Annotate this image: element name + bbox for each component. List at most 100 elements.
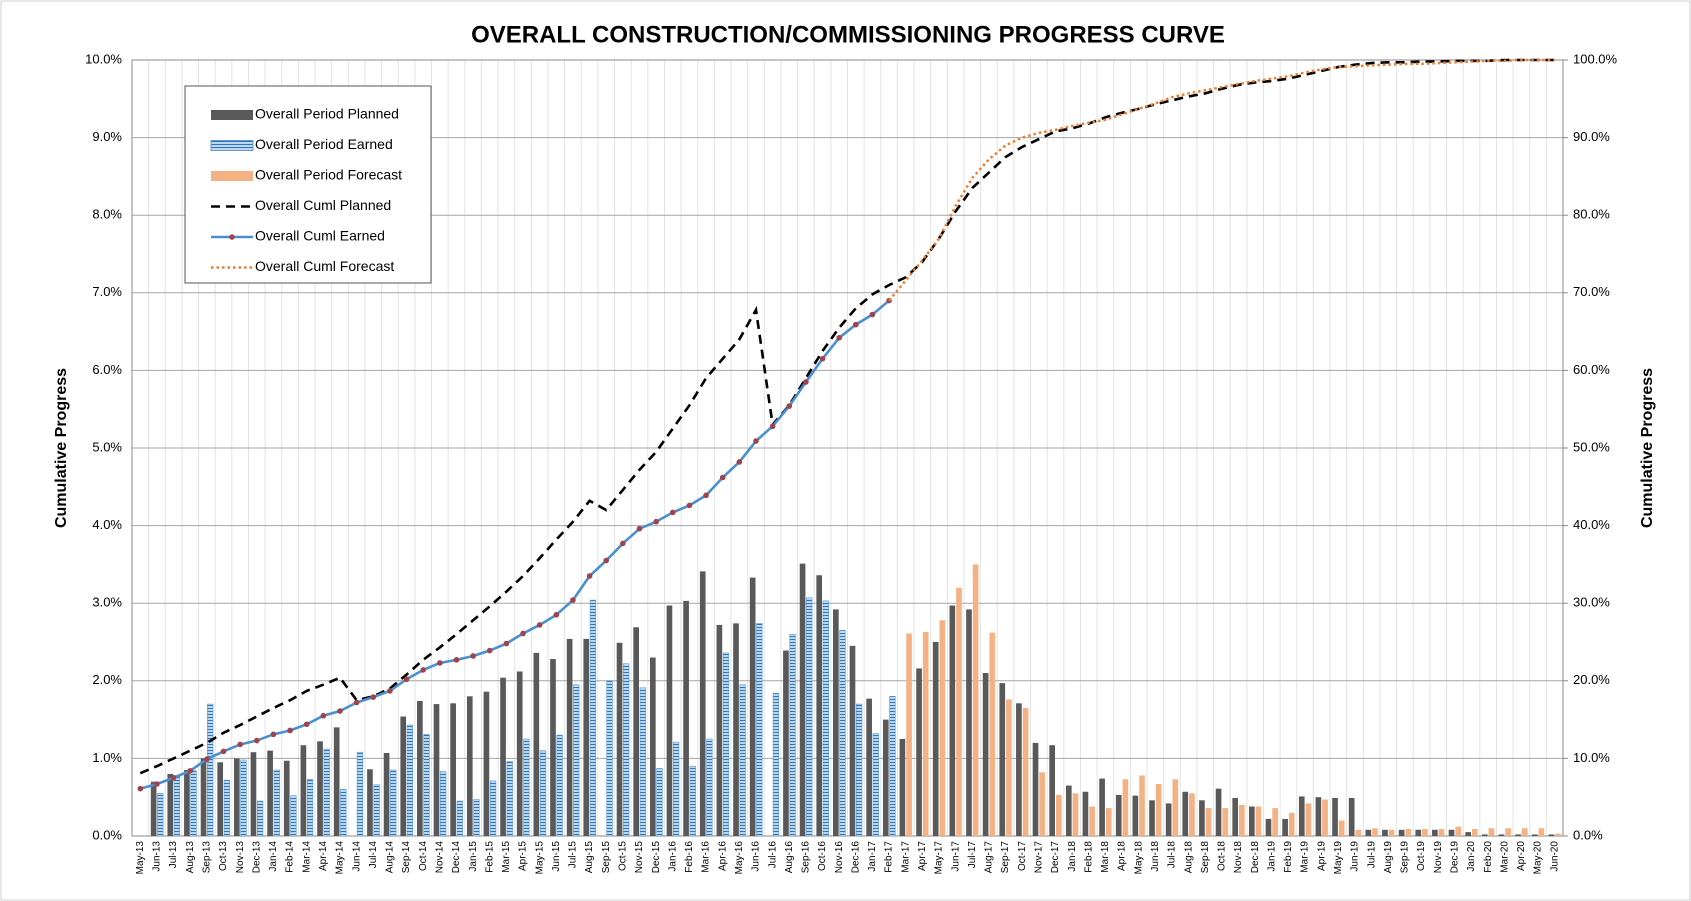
bar (699, 571, 706, 836)
x-tick-label: Aug-17 (984, 841, 995, 874)
x-tick-label: Jun-18 (1150, 841, 1161, 872)
bar (1089, 806, 1095, 836)
x-tick-label: Feb-18 (1083, 841, 1094, 873)
legend-marker (229, 234, 235, 240)
x-tick-label: May-14 (335, 841, 346, 875)
bar (956, 587, 962, 836)
line-marker (403, 676, 410, 683)
bar (333, 727, 340, 836)
legend-label: Overall Cuml Planned (255, 197, 391, 213)
x-tick-label: Feb-15 (484, 841, 495, 873)
x-tick-label: Dec-19 (1449, 841, 1460, 874)
bar (633, 627, 640, 836)
x-tick-label: Aug-13 (185, 841, 196, 874)
bar (1272, 808, 1278, 836)
bar (1305, 803, 1312, 836)
line-marker (470, 653, 476, 659)
line-marker (137, 785, 144, 792)
bar (1288, 812, 1295, 836)
line-marker (753, 438, 759, 444)
bar (367, 769, 373, 836)
line-marker (719, 474, 726, 481)
bar (639, 687, 646, 837)
bar (223, 779, 230, 837)
bar (466, 696, 473, 836)
bar (706, 738, 713, 837)
y2-tick-label: 20.0% (1573, 672, 1610, 687)
bar (483, 691, 490, 836)
bar (583, 638, 590, 836)
x-tick-label: Jan-14 (268, 841, 279, 872)
x-tick-label: Apr-14 (318, 841, 329, 871)
bar (1122, 779, 1129, 836)
x-tick-label: Feb-19 (1283, 841, 1294, 873)
bar (1515, 834, 1521, 836)
bar (683, 600, 689, 836)
bar (1348, 797, 1355, 836)
line-marker (320, 712, 327, 719)
bar (839, 630, 846, 837)
x-tick-label: Feb-16 (684, 841, 695, 873)
x-tick-label: Sep-15 (601, 841, 612, 874)
line-marker (420, 667, 426, 673)
bar (473, 799, 480, 837)
bar (1538, 828, 1545, 836)
line-marker (636, 525, 643, 532)
bar (256, 800, 264, 837)
bar (240, 759, 247, 837)
x-tick-label: Mar-20 (1499, 841, 1510, 873)
x-tick-label: May-18 (1133, 841, 1144, 875)
y-tick-label: 4.0% (92, 517, 122, 532)
legend-label: Overall Period Earned (255, 136, 393, 152)
x-tick-label: Jul-15 (568, 841, 579, 869)
x-tick-label: Oct-13 (218, 841, 229, 871)
bar (1165, 803, 1172, 836)
x-tick-label: Apr-16 (717, 841, 728, 871)
x-tick-label: Aug-15 (584, 841, 595, 874)
bar (649, 657, 656, 836)
y-tick-label: 5.0% (92, 439, 122, 454)
x-tick-label: Apr-19 (1316, 841, 1327, 871)
bar (506, 761, 513, 837)
bar (423, 734, 430, 837)
x-tick-label: Jul-16 (767, 841, 778, 869)
x-tick-label: Apr-18 (1117, 841, 1128, 871)
bar (589, 599, 597, 837)
bar (290, 795, 297, 837)
bar (989, 632, 996, 836)
chart-title: OVERALL CONSTRUCTION/COMMISSIONING PROGR… (471, 21, 1225, 48)
bar (922, 631, 929, 836)
x-tick-label: Nov-13 (235, 841, 246, 874)
bar (672, 741, 680, 837)
bar (1072, 793, 1079, 836)
bar (772, 692, 780, 837)
x-tick-label: Apr-15 (518, 841, 529, 871)
x-tick-label: Jan-19 (1266, 841, 1277, 872)
bar (273, 769, 280, 837)
bar (899, 739, 906, 836)
y-axis-title: Cumulative Progress (53, 368, 70, 528)
x-tick-label: Sep-18 (1200, 841, 1211, 874)
bar (749, 577, 756, 836)
bar (1465, 832, 1471, 836)
line-marker (204, 756, 210, 762)
line-marker (536, 622, 543, 628)
bar (1006, 699, 1012, 836)
bar (1555, 833, 1561, 836)
x-tick-label: Aug-16 (784, 841, 795, 874)
x-tick-label: Nov-19 (1433, 841, 1444, 874)
bar (1105, 808, 1112, 836)
x-tick-label: May-16 (734, 841, 745, 875)
bar (406, 724, 414, 837)
bar (882, 719, 889, 836)
plot-area (131, 59, 1564, 837)
bar (550, 659, 556, 836)
line-marker (220, 748, 227, 755)
line-marker (736, 459, 743, 465)
bar (300, 745, 307, 836)
x-tick-label: Nov-18 (1233, 841, 1244, 874)
bar (356, 751, 364, 837)
x-tick-label: Dec-18 (1250, 841, 1261, 874)
bar (267, 750, 273, 836)
bar (1332, 797, 1338, 836)
